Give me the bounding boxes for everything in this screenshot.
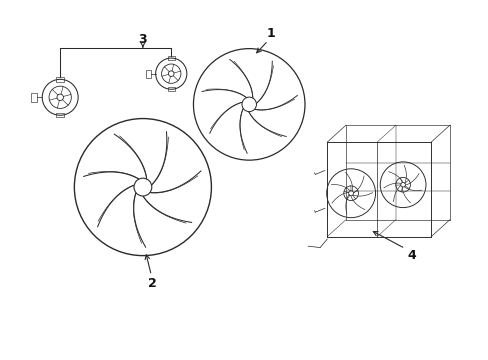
Text: 3: 3 bbox=[138, 33, 147, 46]
Bar bbox=[56, 113, 64, 117]
Text: 4: 4 bbox=[407, 249, 416, 262]
Bar bbox=[167, 56, 174, 60]
Bar bbox=[167, 87, 174, 91]
Text: 2: 2 bbox=[148, 278, 156, 291]
Bar bbox=[56, 77, 64, 82]
Bar bbox=[145, 70, 151, 77]
Bar bbox=[30, 93, 37, 102]
Text: 1: 1 bbox=[265, 27, 274, 40]
